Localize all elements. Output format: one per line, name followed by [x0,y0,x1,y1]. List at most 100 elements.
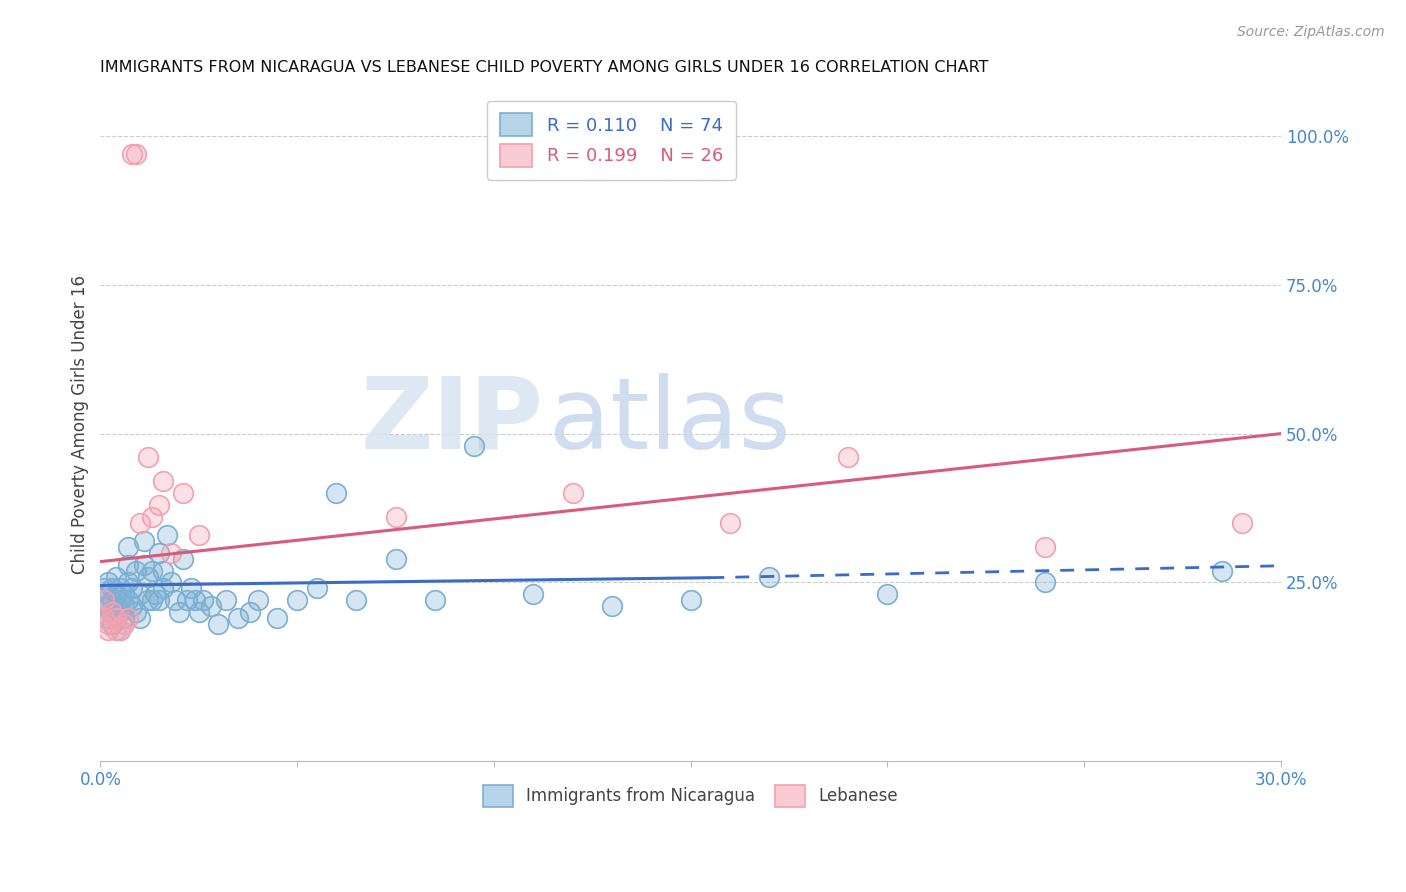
Point [93,593,115,607]
Y-axis label: Child Poverty Among Girls Under 16: Child Poverty Among Girls Under 16 [72,275,89,574]
Point [152,582,174,596]
Point [141,510,163,524]
Point [117,575,139,590]
Point [93,582,115,596]
Point [172,486,194,500]
Point [101,593,124,607]
Point [121,146,143,161]
Point [125,605,148,619]
Point [132,558,155,572]
Point [246,593,269,607]
Point [117,540,139,554]
Point [105,611,128,625]
Point [128,587,150,601]
Point [117,611,139,625]
Point [325,486,347,500]
Point [97,611,120,625]
Point [105,587,128,601]
Point [112,617,135,632]
Point [176,593,198,607]
Point [97,617,120,632]
Point [93,611,115,625]
Point [148,498,170,512]
Point [136,569,159,583]
Point [101,617,124,632]
Point [101,582,124,596]
Point [384,510,406,524]
Point [125,146,148,161]
Legend: Immigrants from Nicaragua, Lebanese: Immigrants from Nicaragua, Lebanese [477,779,905,814]
Point [148,546,170,560]
Point [105,599,128,614]
Point [305,582,328,596]
Point [285,593,308,607]
Point [200,599,222,614]
Point [1211,564,1233,578]
Text: atlas: atlas [548,373,790,470]
Point [125,564,148,578]
Point [121,599,143,614]
Point [128,516,150,530]
Point [239,605,262,619]
Point [600,599,623,614]
Point [132,533,155,548]
Point [148,593,170,607]
Point [117,558,139,572]
Point [93,599,115,614]
Point [207,617,229,632]
Point [718,516,741,530]
Point [180,582,202,596]
Point [463,438,485,452]
Point [152,475,174,489]
Point [108,593,131,607]
Point [679,593,702,607]
Point [112,599,135,614]
Point [141,593,163,607]
Point [128,611,150,625]
Point [172,551,194,566]
Point [266,611,288,625]
Text: ZIP: ZIP [360,373,543,470]
Text: Source: ZipAtlas.com: Source: ZipAtlas.com [1237,25,1385,39]
Text: IMMIGRANTS FROM NICARAGUA VS LEBANESE CHILD POVERTY AMONG GIRLS UNDER 16 CORRELA: IMMIGRANTS FROM NICARAGUA VS LEBANESE CH… [100,60,988,75]
Point [97,623,120,637]
Point [136,450,159,465]
Point [184,593,207,607]
Point [101,605,124,619]
Point [108,582,131,596]
Point [758,569,780,583]
Point [215,593,238,607]
Point [226,611,249,625]
Point [522,587,544,601]
Point [187,605,209,619]
Point [108,623,131,637]
Point [1033,540,1056,554]
Point [1033,575,1056,590]
Point [165,593,187,607]
Point [105,569,128,583]
Point [561,486,583,500]
Point [344,593,367,607]
Point [837,450,859,465]
Point [141,564,163,578]
Point [112,611,135,625]
Point [160,546,183,560]
Point [105,623,128,637]
Point [152,564,174,578]
Point [145,587,167,601]
Point [108,623,131,637]
Point [136,593,159,607]
Point [423,593,446,607]
Point [108,605,131,619]
Point [105,611,128,625]
Point [187,528,209,542]
Point [93,593,115,607]
Point [121,582,143,596]
Point [156,528,179,542]
Point [117,593,139,607]
Point [167,605,190,619]
Point [112,587,135,601]
Point [384,551,406,566]
Point [1230,516,1253,530]
Point [101,605,124,619]
